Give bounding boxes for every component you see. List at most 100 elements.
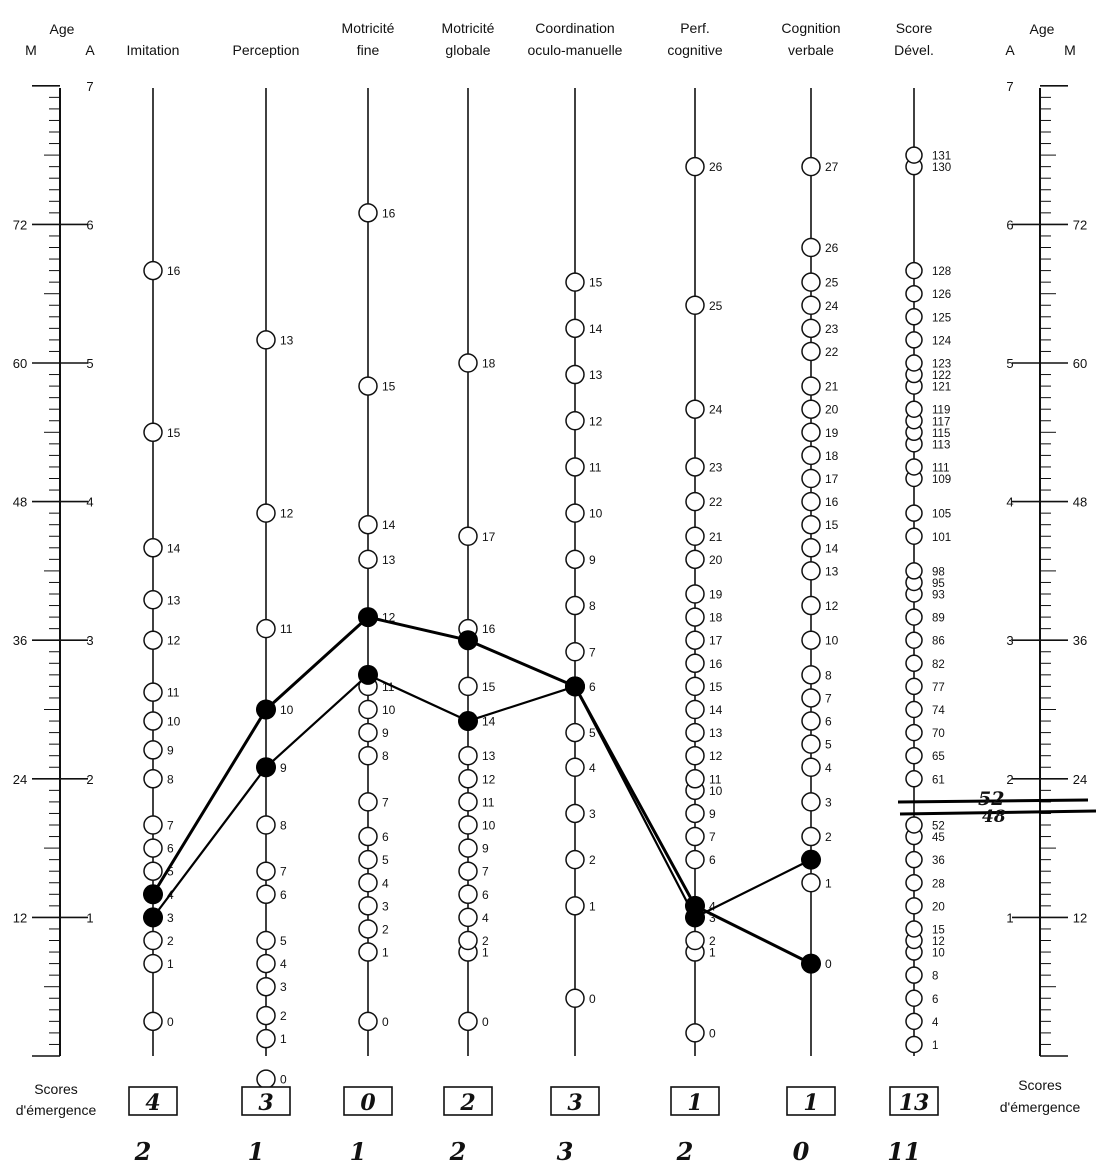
emergence-score-value: 13 xyxy=(899,1090,930,1116)
scale-label-perf_cognitive: 19 xyxy=(709,588,723,602)
scale-label-score_devel: 105 xyxy=(932,509,951,521)
scale-circle-cognition_verbale xyxy=(801,757,821,777)
scale-label-perf_cognitive: 0 xyxy=(709,1026,716,1040)
emergence-score-value: 2 xyxy=(459,1090,475,1116)
scale-label-perf_cognitive: 21 xyxy=(709,530,723,544)
scale-label-motricite_fine: 9 xyxy=(382,726,389,740)
scale-circle-coordination xyxy=(565,411,585,431)
scale-label-score_devel: 45 xyxy=(932,832,945,844)
scale-circle-coordination xyxy=(565,642,585,662)
scale-circle-cognition_verbale xyxy=(801,295,821,315)
scale-circle-score_devel xyxy=(905,654,923,673)
scale-label-perf_cognitive: 9 xyxy=(709,807,716,821)
column-subtitle-perf_cognitive: cognitive xyxy=(667,42,722,58)
scale-label-imitation: 5 xyxy=(167,865,174,879)
scale-label-coordination: 4 xyxy=(589,761,596,775)
column-subtitle-motricite_fine: fine xyxy=(357,42,380,58)
scale-label-score_devel: 121 xyxy=(932,382,951,394)
scale-label-perception: 6 xyxy=(280,888,287,902)
scale-label-imitation: 9 xyxy=(167,743,174,757)
scale-circle-cognition_verbale xyxy=(801,561,821,581)
scale-circle-score_devel xyxy=(905,284,923,303)
left-year-label: 2 xyxy=(86,772,93,787)
scale-circle-motricite_globale xyxy=(458,792,478,812)
scale-label-cognition_verbale: 22 xyxy=(825,345,839,359)
scale-circle-perf_cognitive xyxy=(685,930,705,951)
footer-label-right-line2: d'émergence xyxy=(1000,1099,1081,1115)
scale-circle-cognition_verbale xyxy=(801,318,821,339)
handwritten-score: 2 xyxy=(134,1137,152,1166)
scale-circle-cognition_verbale xyxy=(801,595,821,616)
column-title-motricite_fine: Motricité xyxy=(342,20,395,36)
scale-label-perf_cognitive: 3 xyxy=(709,911,716,925)
scale-circle-perception xyxy=(256,618,276,639)
scale-circle-motricite_fine xyxy=(358,376,378,396)
scale-circle-imitation xyxy=(143,861,163,881)
scale-label-motricite_fine: 15 xyxy=(382,380,396,394)
left-month-label: 60 xyxy=(13,356,27,371)
right-month-label: 60 xyxy=(1073,356,1087,371)
scale-label-motricite_globale: 10 xyxy=(482,819,496,833)
scale-label-perf_cognitive: 18 xyxy=(709,611,723,625)
right-year-label: 7 xyxy=(1006,79,1013,94)
scale-label-score_devel: 1 xyxy=(932,1040,938,1052)
scale-circle-perf_cognitive xyxy=(685,826,705,847)
scale-label-coordination: 12 xyxy=(589,414,603,428)
scale-circle-perf_cognitive xyxy=(685,803,705,824)
scale-label-score_devel: 6 xyxy=(932,994,938,1006)
scale-circle-perf_cognitive xyxy=(685,526,705,546)
scale-circle-motricite_globale xyxy=(458,769,478,789)
scale-circle-score_devel xyxy=(905,146,923,164)
scale-label-score_devel: 115 xyxy=(932,428,950,440)
scale-label-perception: 4 xyxy=(280,957,287,971)
scale-circle-imitation xyxy=(143,538,163,558)
scale-label-perception: 9 xyxy=(280,761,287,775)
left-year-label: 7 xyxy=(86,79,93,94)
scale-label-perception: 2 xyxy=(280,1009,287,1023)
scale-circle-perf_cognitive xyxy=(685,156,705,177)
scale-label-score_devel: 130 xyxy=(932,162,951,174)
scale-circle-coordination xyxy=(565,988,585,1008)
scale-circle-motricite_fine xyxy=(358,1011,378,1032)
scale-circle-score_devel xyxy=(905,816,923,834)
handwritten-score: 3 xyxy=(557,1137,574,1166)
scale-circle-coordination xyxy=(565,457,585,477)
scale-circle-cognition_verbale xyxy=(801,711,821,731)
scale-circle-score_devel xyxy=(905,527,923,545)
scale-label-cognition_verbale: 10 xyxy=(825,634,839,648)
column-title-cognition_verbale: Cognition xyxy=(781,20,840,36)
scale-label-score_devel: 28 xyxy=(932,878,945,890)
scale-label-imitation: 14 xyxy=(167,541,181,555)
scale-circle-perception xyxy=(256,884,276,905)
scale-label-perf_cognitive: 10 xyxy=(709,784,723,798)
scale-label-cognition_verbale: 21 xyxy=(825,380,839,394)
scale-label-motricite_fine: 5 xyxy=(382,853,389,867)
left-year-label: 6 xyxy=(86,217,93,232)
handwritten-score: 1 xyxy=(248,1137,265,1166)
scale-label-coordination: 8 xyxy=(589,599,596,613)
scale-label-perf_cognitive: 6 xyxy=(709,853,716,867)
scale-label-cognition_verbale: 19 xyxy=(825,426,839,440)
scale-circle-imitation xyxy=(143,682,163,702)
scale-label-score_devel: 61 xyxy=(932,774,945,786)
scale-circle-cognition_verbale xyxy=(801,538,821,558)
emergence-score-box xyxy=(786,1086,836,1116)
scale-label-imitation: 6 xyxy=(167,842,174,856)
scale-circle-perf_cognitive xyxy=(685,491,705,512)
scale-label-score_devel: 119 xyxy=(932,405,950,417)
scale-label-motricite_globale: 6 xyxy=(482,888,489,902)
scale-label-score_devel: 98 xyxy=(932,566,945,578)
scale-circle-motricite_fine xyxy=(358,203,378,223)
scale-circle-score_devel xyxy=(905,746,923,765)
scale-label-cognition_verbale: 25 xyxy=(825,276,839,290)
scale-label-motricite_fine: 7 xyxy=(382,795,389,809)
scale-label-score_devel: 122 xyxy=(932,370,951,382)
scale-label-score_devel: 65 xyxy=(932,751,945,763)
scale-circle-motricite_fine xyxy=(358,919,378,939)
scale-circle-cognition_verbale xyxy=(801,341,821,362)
scale-circle-perf_cognitive xyxy=(685,584,705,604)
scale-label-score_devel: 70 xyxy=(932,728,945,740)
scale-label-imitation: 0 xyxy=(167,1015,174,1029)
scale-label-motricite_globale: 14 xyxy=(482,715,496,729)
scale-label-perf_cognitive: 14 xyxy=(709,703,723,717)
